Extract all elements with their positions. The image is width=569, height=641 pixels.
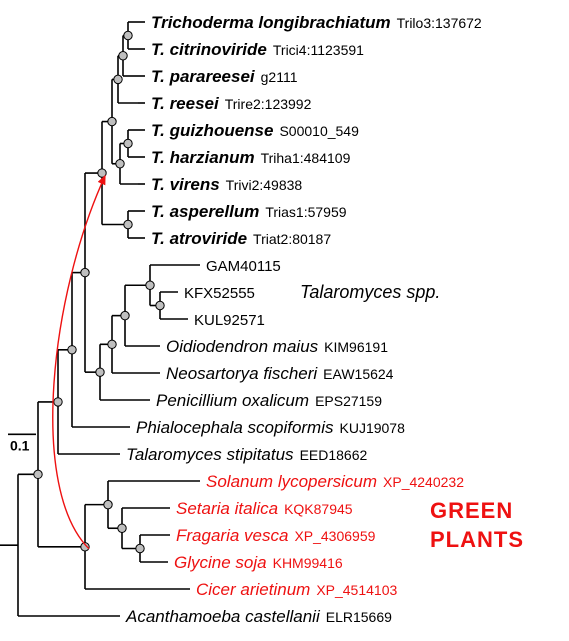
tip-solanum: Solanum lycopersicumXP_4240232 [206, 472, 464, 491]
internal-nodes [34, 31, 164, 552]
tip-virens: T. virensTrivi2:49838 [151, 175, 302, 194]
group-plants: PLANTS [430, 527, 524, 552]
phylo-tree: Trichoderma longibrachiatumTrilo3:137672… [0, 0, 569, 641]
tip-fragaria: Fragaria vescaXP_4306959 [176, 526, 376, 545]
scale-label: 0.1 [10, 437, 30, 453]
tip-setaria: Setaria italicaKQK87945 [176, 499, 353, 518]
tip-talstip: Talaromyces stipitatusEED18662 [126, 445, 367, 464]
group-green: GREEN [430, 498, 513, 523]
tip-oidio: Oidiodendron maiusKIM96191 [166, 337, 388, 356]
tip-guizh: T. guizhouenseS00010_549 [151, 121, 359, 140]
tip-citrin: T. citrinovirideTrici4:1123591 [151, 40, 364, 59]
tip-cicer: Cicer arietinumXP_4514103 [196, 580, 397, 599]
hgt-arrow [53, 176, 105, 549]
tip-acanth: Acanthamoeba castellaniiELR15669 [125, 607, 392, 626]
hgt-arrow-path [53, 176, 105, 549]
tip-glycine: Glycine sojaKHM99416 [174, 553, 343, 572]
tip-kul: KUL92571 [194, 312, 265, 329]
tip-harz: T. harzianumTriha1:484109 [151, 148, 351, 167]
clade-talaromyces: Talaromyces spp. [300, 282, 440, 302]
tip-gam: GAM40115 [206, 258, 281, 275]
tip-penox: Penicillium oxalicumEPS27159 [156, 391, 382, 410]
tip-parar: T. parareeseig2111 [151, 67, 298, 86]
tip-reesei: T. reeseiTrire2:123992 [151, 94, 312, 113]
tip-atrov: T. atrovirideTriat2:80187 [151, 229, 331, 248]
tip-trilo: Trichoderma longibrachiatumTrilo3:137672 [151, 13, 482, 32]
tip-phialo: Phialocephala scopiformisKUJ19078 [136, 418, 405, 437]
tip-kfx: KFX52555 [184, 285, 255, 302]
tip-neosart: Neosartorya fischeriEAW15624 [166, 364, 394, 383]
tip-asper: T. asperellumTrias1:57959 [151, 202, 347, 221]
